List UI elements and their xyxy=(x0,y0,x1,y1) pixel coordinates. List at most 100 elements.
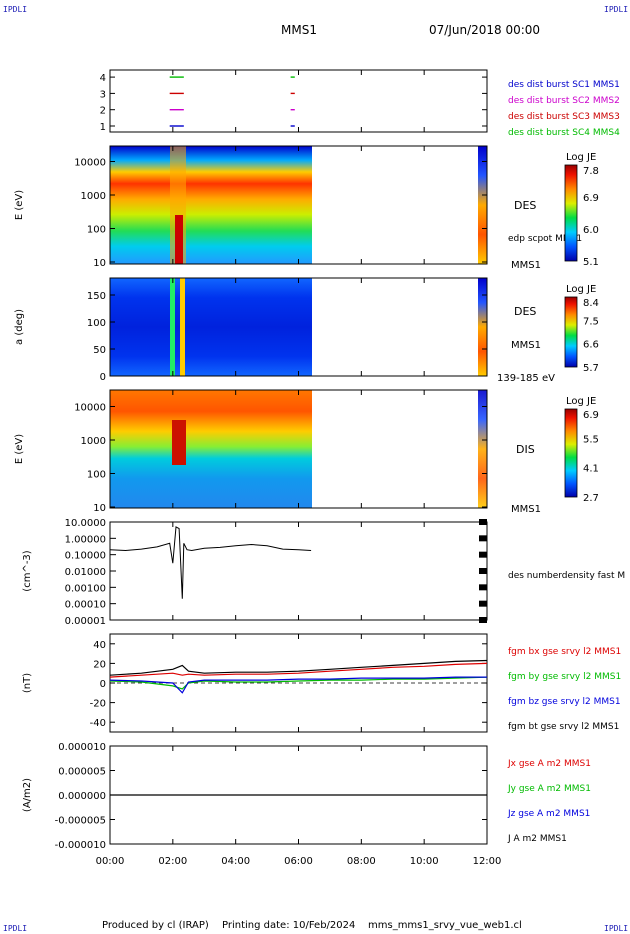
cur-legend-2: Jz gse A m2 MMS1 xyxy=(507,809,590,819)
cur-label-2: 0.000000 xyxy=(58,791,106,802)
dis-energy-heatmap xyxy=(110,390,312,508)
density-tick-right-4 xyxy=(479,584,487,591)
desPA-ticks-label-1: 50 xyxy=(93,345,106,356)
des-pitch-colorbar-bar xyxy=(564,296,578,368)
density-tick-right-5 xyxy=(479,600,487,607)
footer-producer: Produced by cl (IRAP) xyxy=(102,920,209,931)
time-axis: 00:00 02:00 04:00 06:00 08:00 10:00 12:00 xyxy=(96,70,502,867)
burst-ticks-label-1: 2 xyxy=(100,106,106,117)
des-pitch-extra-label: MMS1 xyxy=(511,340,541,351)
time-label-6: 12:00 xyxy=(473,856,502,867)
des-energy-label: DES xyxy=(514,199,536,212)
desPA-ticks-label-2: 100 xyxy=(87,318,106,329)
cur-label-3: -0.000005 xyxy=(55,816,106,827)
panel-des-pitch: a (deg) 0 50 100 150 DES MMS1 139-185 eV Lo… xyxy=(14,277,599,384)
panel-dis-energy: E (eV) 10 100 1000 10000 DIS MMS1 Log JE 6.… xyxy=(14,389,599,515)
disE-cb-label-3: 2.7 xyxy=(583,493,599,504)
disE-ticks-label-2: 1000 xyxy=(81,436,106,447)
desPA-cb-label-2: 6.6 xyxy=(583,340,599,351)
panel-burst: 1 2 3 4 des dist burst SC1 MMS1 des dist bur… xyxy=(100,69,620,138)
des-energy-heatmap-event-core xyxy=(175,215,183,264)
disE-cb-label-2: 4.1 xyxy=(583,464,599,475)
density-label-5: 0.00010 xyxy=(65,600,106,611)
des-pitch-energy-range: 139-185 eV xyxy=(497,373,555,384)
mag-legend-1: fgm by gse srvy l2 MMS1 xyxy=(508,672,621,682)
desPA-cb-label-3: 5.7 xyxy=(583,363,599,374)
burst-frame xyxy=(109,69,488,133)
mag-label-4: -40 xyxy=(90,718,106,729)
burst-legend-3: des dist burst SC4 MMS4 xyxy=(508,128,620,138)
cur-label-1: 0.000005 xyxy=(58,767,106,778)
burst-legend-0: des dist burst SC1 MMS1 xyxy=(508,80,620,90)
corner-mark-top-left: IPDLI xyxy=(3,5,27,14)
time-label-2: 04:00 xyxy=(221,856,250,867)
mag-ylabel: (nT) xyxy=(22,673,33,693)
des-energy-heatmap-edge xyxy=(478,146,487,264)
desE-ticks-label-3: 10000 xyxy=(74,158,106,169)
desE-cb-label-1: 6.9 xyxy=(583,193,599,204)
corner-mark-top-right: IPDLI xyxy=(604,5,628,14)
mag-series-0 xyxy=(109,662,488,678)
time-label-1: 02:00 xyxy=(158,856,187,867)
density-label-4: 0.00100 xyxy=(65,583,106,594)
des-pitch-heatmap-edge xyxy=(478,278,487,376)
des-energy-colorbar-title: Log JE xyxy=(566,152,596,163)
des-pitch-heatmap-event-b xyxy=(180,278,185,376)
burst-legend-2: des dist burst SC3 MMS3 xyxy=(508,112,620,122)
panel-magnetic-field: (nT) 40 20 0 -20 -40 fgm bx gse srvy l2 MMS1… xyxy=(22,633,621,733)
density-label-3: 0.01000 xyxy=(65,567,106,578)
time-label-3: 06:00 xyxy=(284,856,313,867)
des-energy-scpot-label: edp scpot MMS1 xyxy=(508,234,582,244)
des-pitch-ylabel: a (deg) xyxy=(14,309,25,345)
density-label-2: 0.10000 xyxy=(65,551,106,562)
dis-energy-label: DIS xyxy=(516,443,535,456)
dis-energy-heatmap-event xyxy=(172,420,186,465)
des-energy-heatmap xyxy=(110,146,312,264)
dis-energy-colorbar-bar xyxy=(564,408,578,498)
desE-cb-label-0: 7.8 xyxy=(583,166,599,177)
density-tick-right-0 xyxy=(479,519,487,525)
desPA-ticks-label-3: 150 xyxy=(87,291,106,302)
desE-ticks-label-2: 1000 xyxy=(81,191,106,202)
mag-label-3: -20 xyxy=(90,699,106,710)
des-pitch-heatmap xyxy=(110,278,312,376)
density-legend-0: des numberdensity fast M xyxy=(508,571,625,581)
desPA-ticks-label-0: 0 xyxy=(100,372,106,383)
dis-energy-colorbar: Log JE 6.9 5.5 4.1 2.7 xyxy=(564,396,599,504)
mag-label-2: 0 xyxy=(100,679,106,690)
mission-title: MMS1 xyxy=(281,23,317,37)
desE-cb-label-2: 6.0 xyxy=(583,225,599,236)
disE-ticks-label-1: 100 xyxy=(87,470,106,481)
cur-legend-1: Jy gse A m2 MMS1 xyxy=(507,784,591,794)
des-pitch-label: DES xyxy=(514,305,536,318)
disE-ticks-label-3: 10000 xyxy=(74,403,106,414)
dis-energy-heatmap-edge xyxy=(478,390,487,508)
density-frame xyxy=(109,521,488,621)
burst-ticks-label-2: 3 xyxy=(100,89,106,100)
density-tick-right-3 xyxy=(479,568,487,574)
burst-ticks-label-3: 4 xyxy=(100,73,106,84)
cur-legend-0: Jx gse A m2 MMS1 xyxy=(507,759,591,769)
density-label-1: 1.00000 xyxy=(65,534,106,545)
cur-label-0: 0.000010 xyxy=(58,742,106,753)
mag-legend-3: fgm bt gse srvy l2 MMS1 xyxy=(508,722,619,732)
date-time-title: 07/Jun/2018 00:00 xyxy=(429,23,540,37)
desPA-cb-label-1: 7.5 xyxy=(583,316,599,327)
footer-filename: mms_mms1_srvy_vue_web1.cl xyxy=(368,920,522,931)
des-pitch-colorbar-title: Log JE xyxy=(566,284,596,295)
density-tick-right-6 xyxy=(479,617,487,623)
time-label-4: 08:00 xyxy=(347,856,376,867)
mag-series-2 xyxy=(109,676,487,694)
des-energy-colorbar: Log JE 7.8 6.9 6.0 5.1 xyxy=(564,152,599,268)
density-tick-right-2 xyxy=(479,551,487,558)
panel-density: (cm^-3) 10.0000 1.00000 0.10000 0.01000 0.00… xyxy=(22,518,625,627)
disE-ticks-label-0: 10 xyxy=(93,503,106,514)
des-pitch-colorbar: Log JE 8.4 7.5 6.6 5.7 xyxy=(564,284,599,374)
desPA-cb-label-0: 8.4 xyxy=(583,298,599,309)
cur-legend-3: J A m2 MMS1 xyxy=(507,834,567,844)
des-energy-colorbar-bar xyxy=(564,164,578,262)
density-label-6: 0.00001 xyxy=(65,616,106,627)
mag-label-0: 40 xyxy=(93,640,106,651)
panel-current: (A/m2) 0.000010 0.000005 0.000000 -0.000005… xyxy=(22,742,591,851)
